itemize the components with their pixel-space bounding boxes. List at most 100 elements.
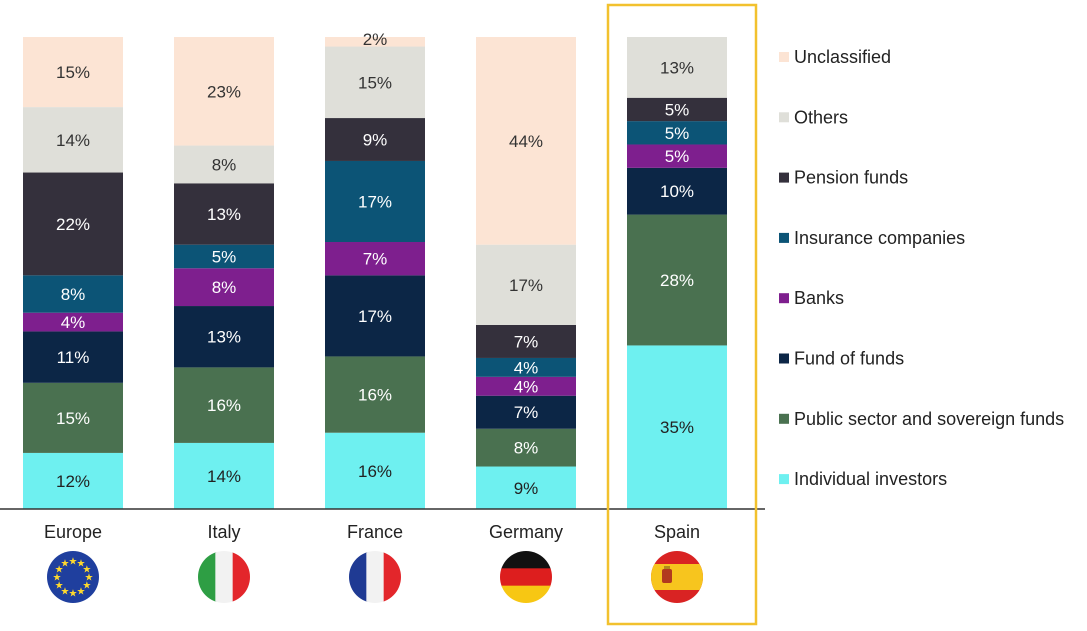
bar-segment-spain-individual-investors [627,345,727,509]
bar-segment-germany-banks [476,376,576,396]
svg-text:★: ★ [55,565,64,576]
bar-segment-spain-public-sector-and-sovereign-funds [627,214,727,346]
data-label-italy-fund-of-funds: 13% [207,328,241,347]
bar-segment-italy-fund-of-funds [174,306,274,368]
data-label-italy-individual-investors: 14% [207,467,241,486]
italy-flag-icon [198,551,250,603]
data-label-italy-others: 8% [212,155,237,174]
data-label-spain-insurance-companies: 5% [665,124,690,143]
bar-segment-germany-individual-investors [476,466,576,509]
bar-segment-europe-unclassified [23,37,123,108]
bar-segment-europe-individual-investors [23,452,123,509]
bar-segment-spain-pension-funds [627,97,727,122]
data-label-italy-unclassified: 23% [207,82,241,101]
legend-label-others: Others [794,107,848,127]
category-labels: Europe Italy France Germany Spain [44,522,700,542]
data-label-france-banks: 7% [363,250,388,269]
legend-swatch-unclassified [779,52,789,62]
data-label-europe-public-sector-and-sovereign-funds: 15% [56,409,90,428]
data-label-germany-individual-investors: 9% [514,479,539,498]
data-label-spain-pension-funds: 5% [665,100,690,119]
data-label-italy-insurance-companies: 5% [212,247,237,266]
data-label-europe-unclassified: 15% [56,63,90,82]
data-label-france-unclassified: 2% [363,30,388,49]
bar-segment-europe-insurance-companies [23,275,123,313]
category-label-europe: Europe [44,522,102,542]
data-label-spain-individual-investors: 35% [660,418,694,437]
bar-segment-spain-others [627,37,727,98]
svg-text:★: ★ [82,581,91,592]
svg-text:★: ★ [61,559,70,570]
legend-swatch-public-sector-and-sovereign-funds [779,413,789,424]
legend-swatch-pension-funds [779,172,789,183]
svg-text:★: ★ [69,589,78,600]
data-label-france-public-sector-and-sovereign-funds: 16% [358,386,392,405]
data-label-spain-public-sector-and-sovereign-funds: 28% [660,271,694,290]
legend-label-individual-investors: Individual investors [794,469,947,489]
legend-label-insurance-companies: Insurance companies [794,228,965,248]
data-label-germany-others: 17% [509,276,543,295]
germany-flag-icon [500,551,552,603]
bar-segment-italy-banks [174,268,274,307]
bar-segment-france-fund-of-funds [325,275,425,357]
legend-label-banks: Banks [794,288,844,308]
bar-segment-italy-pension-funds [174,183,274,245]
bar-segment-europe-banks [23,312,123,332]
legend-label-fund-of-funds: Fund of funds [794,349,904,369]
legend-label-public-sector-and-sovereign-funds: Public sector and sovereign funds [794,409,1064,429]
data-label-europe-individual-investors: 12% [56,472,90,491]
bar-segment-italy-unclassified [174,37,274,146]
legend-swatch-fund-of-funds [779,353,789,364]
bar-segment-italy-public-sector-and-sovereign-funds [174,367,274,443]
bar-segment-italy-individual-investors [174,442,274,509]
legend: Unclassified Others Pension funds Insurance… [779,47,1064,489]
france-flag-icon [349,551,401,603]
data-label-germany-insurance-companies: 4% [514,358,539,377]
data-label-spain-banks: 5% [665,147,690,166]
svg-text:★: ★ [77,586,86,597]
svg-text:★: ★ [61,586,70,597]
bar-segment-spain-fund-of-funds [627,167,727,215]
category-label-germany: Germany [489,522,563,542]
category-label-spain: Spain [654,522,700,542]
data-label-germany-fund-of-funds: 7% [514,403,539,422]
data-label-europe-others: 14% [56,131,90,150]
spain-flag-icon [651,551,703,603]
svg-text:★: ★ [77,559,86,570]
category-label-italy: Italy [207,522,240,542]
data-label-europe-banks: 4% [61,313,86,332]
data-label-france-fund-of-funds: 17% [358,307,392,326]
bar-segment-germany-pension-funds [476,324,576,358]
svg-text:★: ★ [85,573,94,584]
data-label-italy-pension-funds: 13% [207,205,241,224]
legend-swatch-individual-investors [779,474,789,485]
svg-text:★: ★ [69,557,78,568]
data-label-spain-fund-of-funds: 10% [660,182,694,201]
bar-segment-france-insurance-companies [325,160,425,243]
legend-swatch-banks [779,293,789,304]
eu-flag-icon: ★★★★★★★★★ ★ ★★ [47,551,99,603]
bar-segment-france-individual-investors [325,432,425,509]
legend-swatch-others [779,112,789,123]
legend-swatch-insurance-companies [779,232,789,243]
data-label-france-insurance-companies: 17% [358,192,392,211]
bar-segment-france-public-sector-and-sovereign-funds [325,356,425,433]
data-label-france-others: 15% [358,73,392,92]
data-label-italy-public-sector-and-sovereign-funds: 16% [207,396,241,415]
data-label-spain-others: 13% [660,58,694,77]
bar-segment-france-unclassified [325,37,425,47]
bar-segment-spain-insurance-companies [627,121,727,145]
data-label-germany-unclassified: 44% [509,132,543,151]
data-label-germany-pension-funds: 7% [514,332,539,351]
svg-text:★: ★ [82,565,91,576]
data-label-europe-fund-of-funds: 11% [57,348,90,367]
data-label-france-individual-investors: 16% [358,462,392,481]
bar-segment-france-pension-funds [325,118,425,161]
bar-segment-europe-pension-funds [23,172,123,276]
svg-text:★: ★ [53,573,62,584]
data-label-germany-banks: 4% [514,377,539,396]
bar-segment-germany-unclassified [476,37,576,245]
data-label-italy-banks: 8% [212,278,237,297]
bar-segment-italy-insurance-companies [174,244,274,269]
